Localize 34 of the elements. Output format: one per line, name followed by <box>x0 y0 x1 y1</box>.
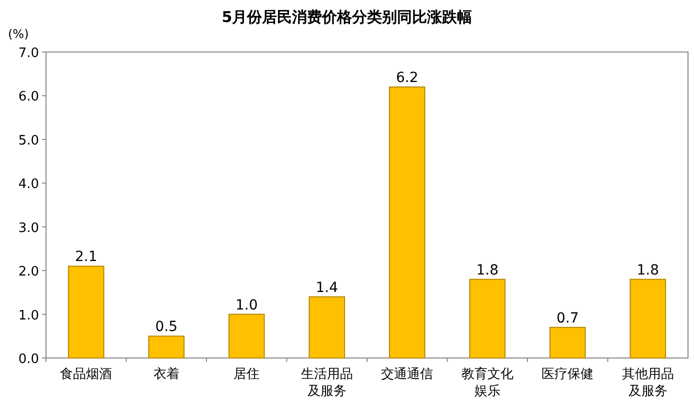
x-tick-label: 其他用品及服务 <box>622 367 674 399</box>
y-tick-label: 3.0 <box>18 220 39 236</box>
x-tick-label: 交通通信 <box>381 366 434 382</box>
data-label: 1.4 <box>316 280 338 296</box>
bar <box>630 278 666 358</box>
data-label: 0.5 <box>155 319 178 336</box>
x-tick-label: 生活用品及服务 <box>300 367 353 399</box>
bar <box>228 314 265 358</box>
y-tick-label: 2.0 <box>18 264 39 280</box>
y-tick-label: 0.0 <box>18 352 39 367</box>
data-label: 1.8 <box>476 262 499 278</box>
x-tick-label: 教育文化娱乐 <box>461 366 514 399</box>
y-tick-label: 7.0 <box>18 46 39 61</box>
y-tick-label: 5.0 <box>18 133 39 148</box>
y-axis-title: (%) <box>8 27 29 41</box>
bar <box>388 86 426 358</box>
data-label: 2.1 <box>74 249 98 266</box>
chart-title: 5月份居民消费价格分类别同比涨跌幅 <box>222 8 472 26</box>
y-tick-label: 6.0 <box>18 90 39 105</box>
data-label: 0.7 <box>556 310 579 326</box>
x-tick-label: 食品烟酒 <box>60 367 112 382</box>
bar <box>549 326 586 358</box>
x-tick-label: 医疗保健 <box>542 367 594 382</box>
y-tick-label: 1.0 <box>18 308 39 324</box>
bar <box>148 336 185 358</box>
data-label: 1.0 <box>235 297 258 314</box>
bar <box>469 278 506 358</box>
data-label: 1.8 <box>636 262 660 278</box>
x-tick-label: 居住 <box>234 367 260 382</box>
x-tick-label: 衣着 <box>153 366 180 382</box>
y-tick-label: 4.0 <box>18 177 39 192</box>
bar <box>308 296 346 358</box>
data-label: 6.2 <box>396 70 418 86</box>
bar <box>68 266 104 358</box>
